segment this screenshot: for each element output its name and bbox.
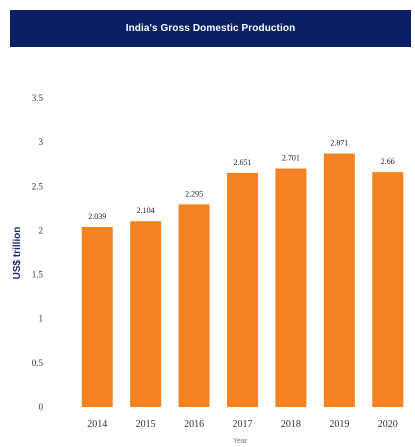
data-label-2014: 2.039 (88, 212, 106, 221)
data-label-2018: 2.701 (282, 154, 300, 163)
chart-title: India's Gross Domestic Production (125, 23, 296, 34)
data-label-2017: 2.651 (234, 158, 252, 167)
bar-2018 (275, 168, 307, 407)
bar-2019 (323, 153, 355, 407)
y-tick-label: 1 (39, 314, 44, 324)
y-tick-label: 0.5 (32, 358, 44, 368)
x-tick-label-2019: 2019 (329, 419, 349, 430)
y-tick-label: 0 (39, 402, 44, 412)
y-tick-label: 3 (39, 137, 44, 147)
x-tick-label-2015: 2015 (136, 419, 156, 430)
x-tick-label-2018: 2018 (281, 419, 301, 430)
title-bar: India's Gross Domestic Production (10, 10, 411, 47)
y-tick-label: 3.5 (32, 93, 44, 103)
y-tick-label: 1.5 (32, 270, 44, 280)
bar-2020 (372, 172, 404, 407)
bar-2016 (178, 204, 210, 407)
x-tick-label-2020: 2020 (378, 419, 398, 430)
x-axis-title: Year (233, 438, 248, 445)
y-tick-label: 2 (39, 225, 44, 235)
y-axis-title: US$ trillion (12, 227, 23, 280)
x-tick-label-2017: 2017 (233, 419, 253, 430)
y-tick-label: 2.5 (32, 181, 44, 191)
data-label-2016: 2.295 (185, 189, 203, 198)
data-label-2020: 2.66 (381, 157, 395, 166)
bar-2014 (81, 226, 113, 407)
x-tick-label-2016: 2016 (184, 419, 204, 430)
bar-2017 (227, 172, 258, 407)
x-tick-label-2014: 2014 (87, 419, 107, 430)
data-label-2019: 2.871 (330, 139, 348, 148)
data-label-2015: 2.104 (137, 206, 155, 215)
bar-2015 (130, 221, 162, 407)
